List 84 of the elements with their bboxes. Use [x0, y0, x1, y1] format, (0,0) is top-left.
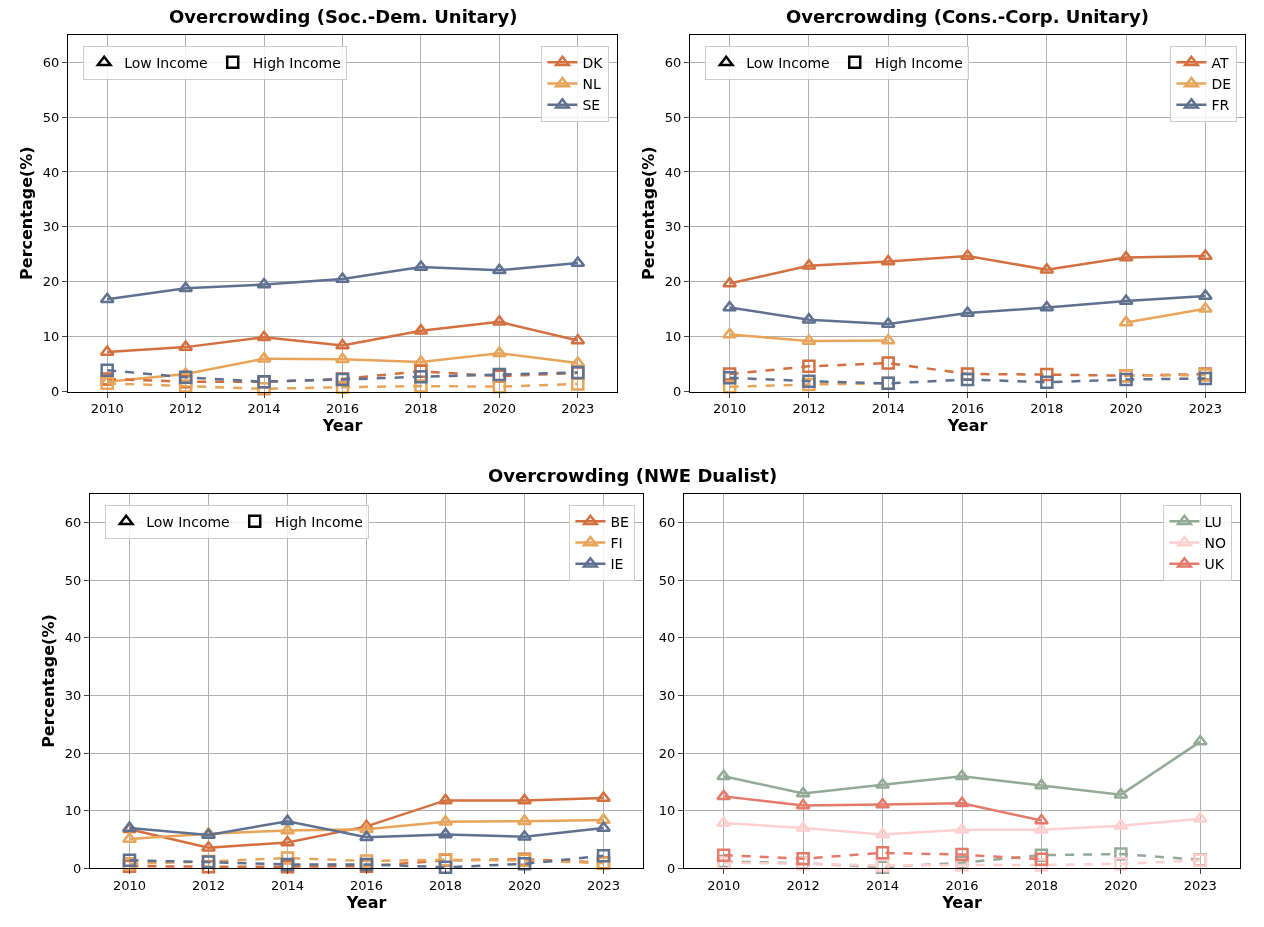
x-tick-label: 2010 — [707, 878, 741, 894]
y-tick-label: 40 — [664, 164, 682, 180]
x-tick-label: 2012 — [191, 878, 226, 894]
x-axis-title: Year — [941, 893, 982, 913]
x-tick-label: 2018 — [1024, 878, 1058, 894]
y-tick-label: 10 — [658, 803, 676, 819]
x-tick-label: 2012 — [786, 878, 820, 894]
y-axis-title: Percentage(%) — [16, 146, 36, 280]
legend-label: SE — [582, 97, 601, 114]
x-tick-label: 2020 — [482, 401, 516, 417]
y-tick-label: 0 — [73, 860, 82, 876]
y-tick-label: 10 — [664, 329, 682, 345]
legend-label: Low Income — [146, 513, 230, 530]
x-tick-label: 2023 — [561, 401, 595, 417]
x-tick-label: 2016 — [945, 878, 979, 894]
x-tick-label: 2018 — [404, 401, 438, 417]
legend-label: High Income — [252, 54, 341, 71]
y-tick-label: 10 — [42, 329, 60, 345]
y-tick-label: 50 — [42, 109, 60, 125]
x-tick-label: 2010 — [90, 401, 124, 417]
x-tick-label: 2023 — [586, 878, 621, 894]
y-tick-label: 30 — [658, 688, 676, 704]
y-tick-label: 60 — [658, 515, 676, 531]
y-tick-label: 10 — [64, 803, 82, 819]
y-axis-title: Percentage(%) — [638, 146, 658, 280]
chart-title: Overcrowding (Cons.-Corp. Unitary) — [786, 6, 1149, 27]
legend-label: UK — [1204, 556, 1225, 573]
y-axis-title: Percentage(%) — [38, 614, 58, 748]
x-tick-label: 2020 — [1109, 401, 1143, 417]
y-tick-label: 40 — [42, 164, 60, 180]
y-tick-label: 40 — [64, 630, 82, 646]
chart-title: Overcrowding (Soc.-Dem. Unitary) — [169, 6, 518, 27]
x-axis-title: Year — [321, 416, 363, 436]
x-tick-label: 2016 — [349, 878, 384, 894]
legend-label: FR — [1211, 97, 1230, 114]
y-tick-label: 20 — [64, 745, 82, 761]
legend-label: AT — [1211, 54, 1229, 71]
x-tick-label: 2020 — [507, 878, 542, 894]
y-tick-label: 50 — [664, 109, 682, 125]
x-tick-label: 2023 — [1188, 401, 1222, 417]
x-tick-label: 2014 — [247, 401, 281, 417]
y-tick-label: 50 — [658, 572, 676, 588]
y-tick-label: 0 — [51, 384, 60, 400]
y-tick-label: 50 — [64, 572, 82, 588]
y-tick-label: 20 — [42, 274, 60, 290]
legend-label: DE — [1211, 75, 1232, 92]
x-tick-label: 2010 — [112, 878, 147, 894]
x-tick-label: 2010 — [713, 401, 747, 417]
x-tick-label: 2018 — [428, 878, 463, 894]
x-tick-label: 2014 — [871, 401, 905, 417]
legend-label: DK — [582, 54, 604, 71]
y-tick-label: 60 — [64, 515, 82, 531]
x-tick-label: 2018 — [1030, 401, 1064, 417]
y-tick-label: 0 — [673, 384, 682, 400]
y-tick-label: 0 — [667, 860, 676, 876]
y-tick-label: 60 — [664, 54, 682, 70]
legend-label: Low Income — [746, 54, 830, 71]
y-tick-label: 30 — [64, 688, 82, 704]
x-tick-label: 2014 — [866, 878, 900, 894]
y-tick-label: 40 — [658, 630, 676, 646]
legend-label: BE — [610, 513, 629, 530]
x-tick-label: 2023 — [1183, 878, 1217, 894]
x-axis-title: Year — [345, 893, 387, 913]
y-tick-label: 20 — [658, 745, 676, 761]
x-tick-label: 2012 — [169, 401, 203, 417]
legend-label: NO — [1204, 534, 1226, 551]
x-tick-label: 2012 — [792, 401, 826, 417]
x-axis-title: Year — [946, 416, 988, 436]
legend-label: High Income — [274, 513, 363, 530]
x-tick-label: 2020 — [1104, 878, 1138, 894]
legend-label: LU — [1204, 513, 1222, 530]
legend-label: Low Income — [124, 54, 208, 71]
legend-label: High Income — [874, 54, 963, 71]
y-tick-label: 30 — [42, 219, 60, 235]
legend-label: NL — [582, 75, 601, 92]
x-tick-label: 2014 — [270, 878, 305, 894]
x-tick-label: 2016 — [950, 401, 985, 417]
y-tick-label: 20 — [664, 274, 682, 290]
y-tick-label: 60 — [42, 54, 60, 70]
legend-label: FI — [610, 534, 623, 551]
x-tick-label: 2016 — [325, 401, 360, 417]
chart-title: Overcrowding (NWE Dualist) — [488, 465, 778, 486]
y-tick-label: 30 — [664, 219, 682, 235]
legend-label: IE — [610, 556, 624, 573]
